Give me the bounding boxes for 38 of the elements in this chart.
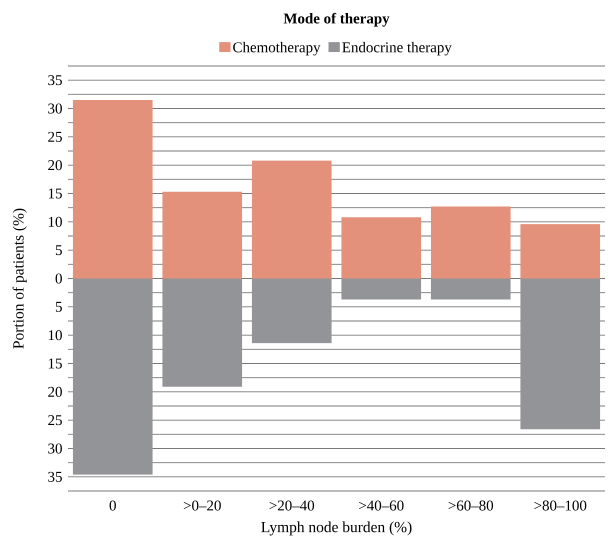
y-tick-label: 20 (48, 386, 62, 397)
y-tick-label: 30 (48, 443, 62, 454)
y-tick-label: 5 (56, 302, 62, 312)
bar (162, 192, 242, 278)
y-tick-label: 25 (48, 415, 62, 426)
y-tick-label: 15 (48, 358, 62, 368)
y-tick-label: 35 (48, 472, 62, 482)
x-tick-label: >80–100 (534, 500, 586, 511)
x-tick-label: >20–40 (270, 500, 314, 511)
bar (72, 100, 153, 278)
chart-title: Mode of therapy (284, 12, 390, 27)
bar (341, 278, 422, 300)
bar (72, 278, 153, 475)
y-tick-label: 20 (48, 160, 62, 170)
y-tick-label: 10 (48, 216, 62, 227)
bar (162, 278, 242, 387)
bar (520, 224, 600, 278)
x-tick-label: >0–20 (184, 500, 221, 511)
y-tick-label: 15 (48, 188, 62, 198)
bar (520, 278, 600, 430)
y-axis-title: Portion of patients (%) (12, 208, 27, 349)
bar (341, 217, 422, 278)
x-axis-title: Lymph node burden (%) (261, 521, 412, 536)
y-tick-label: 35 (48, 75, 62, 86)
x-tick-label: >60–80 (448, 500, 494, 511)
y-tick-label: 30 (48, 103, 62, 114)
x-tick-label: >40–60 (359, 500, 404, 511)
bar (430, 278, 511, 300)
y-tick-label: 10 (48, 330, 62, 340)
bar (430, 206, 511, 278)
x-tick-label: 0 (110, 500, 116, 511)
y-tick-label: 5 (56, 245, 62, 256)
bar (252, 278, 332, 344)
legend-label: Endocrine therapy (342, 42, 452, 56)
y-tick-label: 0 (56, 273, 62, 284)
bar (252, 160, 332, 278)
legend-label: Chemotherapy (233, 42, 320, 56)
y-tick-label: 25 (48, 132, 62, 142)
